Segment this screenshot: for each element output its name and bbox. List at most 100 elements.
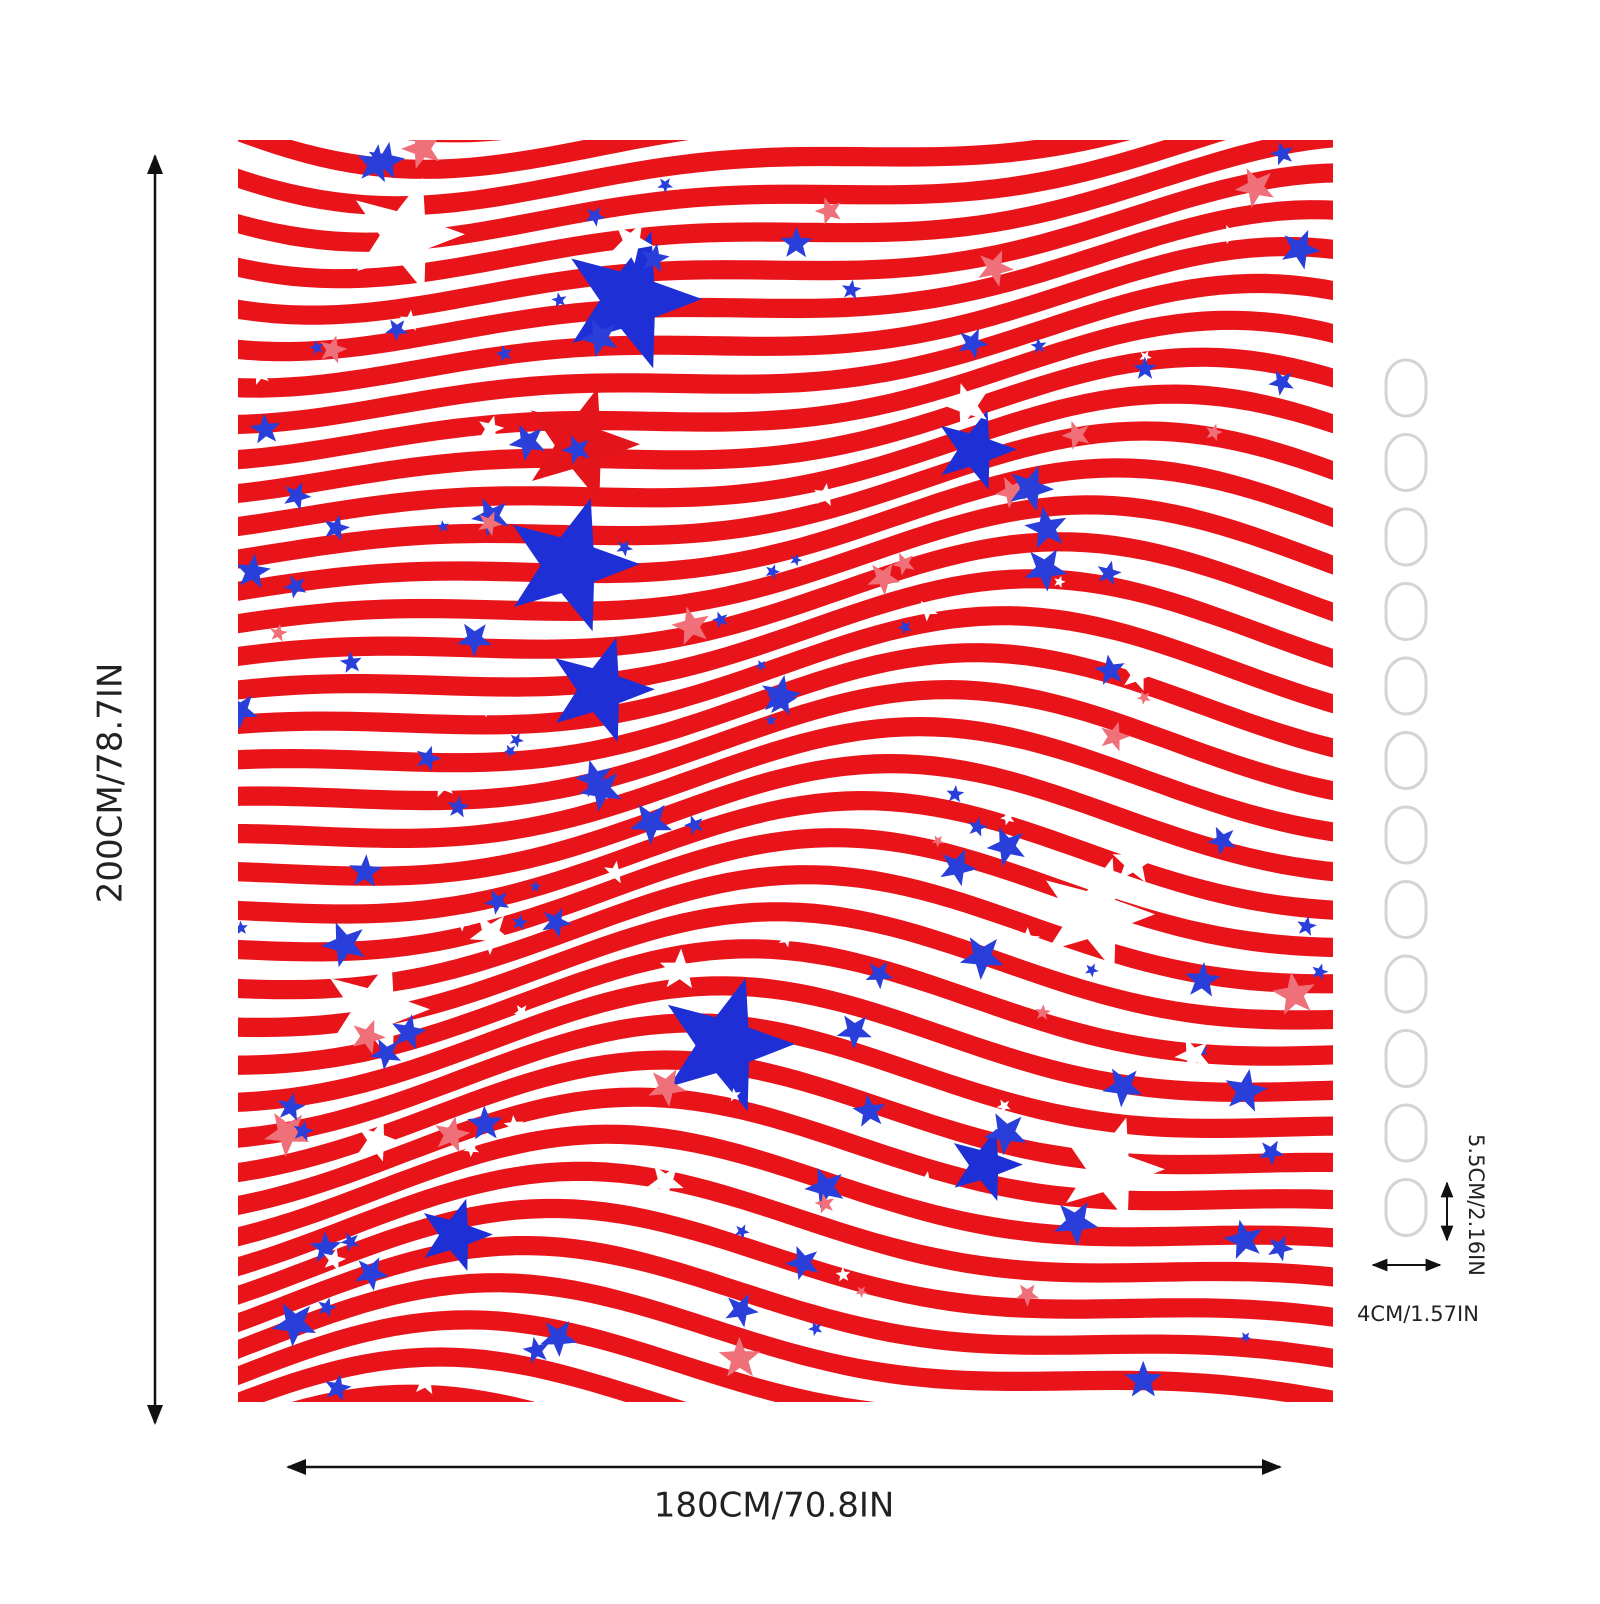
star	[814, 197, 841, 225]
star	[1174, 1038, 1210, 1074]
star	[357, 144, 396, 183]
stripe	[238, 976, 1333, 1112]
star	[852, 1094, 886, 1127]
star	[1015, 927, 1040, 951]
ring	[1384, 1103, 1428, 1163]
star	[1054, 1202, 1099, 1246]
star	[836, 1015, 872, 1050]
star	[780, 226, 813, 258]
star	[385, 319, 408, 342]
star	[571, 231, 702, 369]
ring	[1384, 1178, 1428, 1237]
star	[808, 1321, 823, 1336]
star	[413, 1368, 440, 1395]
star	[778, 931, 795, 948]
star	[814, 483, 838, 506]
star	[968, 817, 988, 837]
star	[944, 383, 987, 429]
star	[1065, 1117, 1165, 1223]
star	[542, 907, 572, 938]
stripe	[238, 1013, 1333, 1148]
stripe	[238, 1236, 1333, 1368]
stripe	[238, 347, 1333, 504]
star	[1046, 857, 1155, 972]
ring	[1384, 582, 1428, 641]
star	[1139, 350, 1152, 364]
stripe	[238, 384, 1333, 537]
stripe	[238, 140, 1131, 216]
star	[718, 1336, 761, 1377]
star	[646, 1165, 684, 1202]
star	[734, 1224, 750, 1240]
stripe	[238, 1124, 1333, 1248]
star	[855, 1286, 868, 1298]
star	[755, 660, 767, 672]
star	[1015, 1284, 1040, 1307]
star	[248, 363, 270, 385]
curtain	[238, 140, 1333, 1402]
star	[1268, 1235, 1294, 1262]
star	[604, 860, 627, 884]
star	[270, 624, 288, 642]
star	[484, 889, 510, 915]
star	[579, 769, 622, 812]
rings	[1384, 358, 1428, 1237]
star	[867, 563, 901, 596]
star	[416, 745, 442, 772]
star	[1268, 370, 1294, 396]
star	[1035, 1004, 1051, 1020]
star	[423, 1198, 493, 1271]
star	[995, 477, 1027, 509]
star	[1234, 168, 1274, 208]
ring	[1384, 656, 1428, 716]
ring	[1384, 433, 1428, 492]
star	[1094, 654, 1125, 685]
star	[309, 340, 324, 355]
star	[1024, 506, 1067, 549]
width-label: 180CM/70.8IN	[654, 1486, 895, 1526]
star	[522, 1336, 549, 1364]
star	[238, 695, 258, 730]
stripe	[238, 495, 1333, 634]
star	[508, 424, 545, 462]
star	[1239, 1332, 1252, 1344]
star	[529, 880, 542, 892]
height-label: 200CM/78.7IN	[91, 663, 131, 904]
star	[540, 1321, 578, 1357]
star	[509, 733, 524, 748]
star	[495, 345, 512, 362]
star	[401, 140, 440, 169]
star	[916, 600, 938, 622]
star	[940, 849, 977, 887]
star	[996, 1099, 1011, 1114]
stripe	[406, 140, 504, 143]
star	[358, 1119, 399, 1162]
star	[1185, 962, 1221, 997]
star	[946, 785, 965, 803]
ring	[1384, 880, 1428, 939]
star	[264, 1113, 310, 1157]
star	[725, 1293, 759, 1328]
star	[640, 243, 670, 273]
star	[1219, 224, 1238, 244]
star	[1010, 466, 1055, 512]
stripe	[238, 754, 1333, 886]
star	[436, 520, 449, 533]
star	[456, 623, 492, 658]
star	[667, 978, 795, 1112]
star	[910, 1171, 942, 1203]
star	[1101, 721, 1130, 752]
star	[657, 178, 674, 194]
star	[447, 795, 470, 818]
stripe	[238, 569, 1333, 700]
star	[959, 937, 1004, 980]
ring	[1384, 805, 1428, 865]
ring	[1384, 1029, 1428, 1088]
star	[1206, 423, 1223, 441]
stripe	[238, 939, 1333, 1075]
stripe	[238, 1050, 1333, 1183]
star	[277, 1092, 306, 1121]
star	[1282, 230, 1321, 270]
stripe	[238, 140, 1333, 289]
star	[369, 1038, 401, 1070]
